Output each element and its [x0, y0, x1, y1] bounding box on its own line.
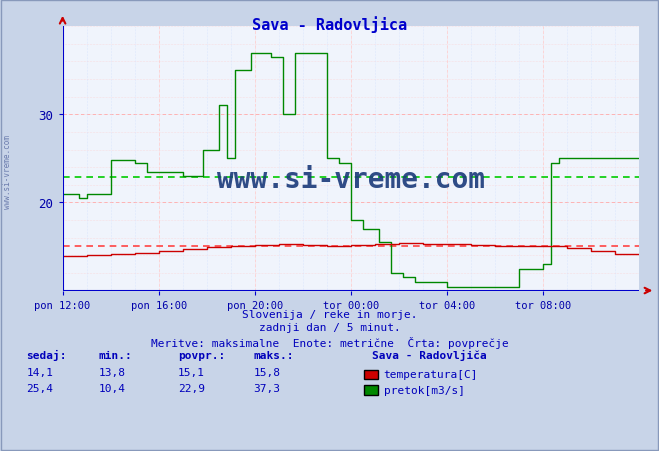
- Text: Slovenija / reke in morje.: Slovenija / reke in morje.: [242, 309, 417, 319]
- Text: 14,1: 14,1: [26, 367, 53, 377]
- Text: 15,1: 15,1: [178, 367, 205, 377]
- Text: maks.:: maks.:: [254, 350, 294, 360]
- Text: 13,8: 13,8: [99, 367, 126, 377]
- Text: Meritve: maksimalne  Enote: metrične  Črta: povprečje: Meritve: maksimalne Enote: metrične Črta…: [151, 336, 508, 348]
- Text: www.si-vreme.com: www.si-vreme.com: [3, 134, 13, 208]
- Text: 37,3: 37,3: [254, 383, 281, 393]
- Text: 22,9: 22,9: [178, 383, 205, 393]
- Text: min.:: min.:: [99, 350, 132, 360]
- Text: 25,4: 25,4: [26, 383, 53, 393]
- Text: temperatura[C]: temperatura[C]: [384, 369, 478, 379]
- Text: pretok[m3/s]: pretok[m3/s]: [384, 385, 465, 395]
- Text: povpr.:: povpr.:: [178, 350, 225, 360]
- Text: zadnji dan / 5 minut.: zadnji dan / 5 minut.: [258, 322, 401, 332]
- Text: Sava - Radovljica: Sava - Radovljica: [252, 16, 407, 32]
- Text: Sava - Radovljiča: Sava - Radovljiča: [372, 350, 487, 360]
- Text: sedaj:: sedaj:: [26, 350, 67, 360]
- Text: 15,8: 15,8: [254, 367, 281, 377]
- Text: 10,4: 10,4: [99, 383, 126, 393]
- Text: www.si-vreme.com: www.si-vreme.com: [217, 166, 485, 194]
